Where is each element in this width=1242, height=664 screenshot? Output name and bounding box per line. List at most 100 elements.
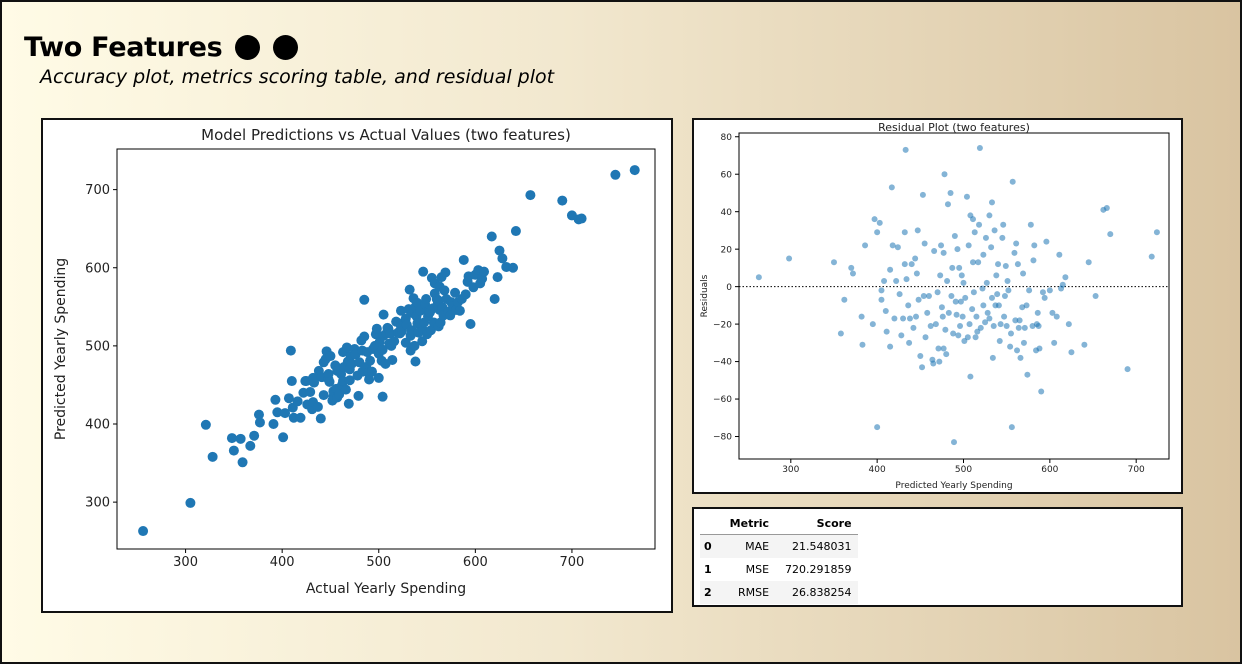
data-point [830,259,837,266]
data-point [318,390,329,401]
data-point [387,354,398,365]
data-point [353,390,364,401]
data-point [887,343,894,350]
data-point [958,272,965,279]
data-point [902,146,909,153]
data-point [235,433,246,444]
data-point [410,356,421,367]
bullet-dot-icon [273,35,299,60]
data-point [629,165,640,176]
data-point [1020,339,1027,346]
data-point [1038,388,1045,395]
metrics-table: Metric Score 0 MAE 21.548031 1 MSE 720.2… [700,513,858,604]
title-row: Two Features [24,32,299,63]
data-point [983,279,990,286]
data-point [957,298,964,305]
data-point [953,311,960,318]
data-point [1039,289,1046,296]
data-point [988,199,995,206]
data-point [1023,302,1030,309]
data-point [949,264,956,271]
data-point [344,375,355,386]
data-point [226,433,237,444]
data-point [465,319,476,329]
x-tick-label: 400 [270,555,295,570]
data-point [889,242,896,249]
data-point [1009,178,1016,185]
data-point [510,226,521,237]
data-point [938,304,945,311]
data-point [359,331,370,342]
data-point [460,289,471,300]
data-point [324,376,335,387]
y-tick-label: 80 [721,133,733,143]
data-point [969,259,976,266]
data-point [305,386,316,397]
metric-score: 21.548031 [775,534,858,558]
y-tick-label: 600 [85,261,110,276]
data-point [1030,257,1037,264]
data-point [976,221,983,228]
data-point [385,328,396,339]
data-point [1107,231,1114,238]
data-point [871,216,878,223]
table-header-index [700,513,720,535]
data-point [364,374,375,385]
data-point [874,229,881,236]
data-point [365,355,376,366]
data-point [876,219,883,226]
data-point [1011,249,1018,256]
y-tick-label: 500 [85,339,110,354]
data-point [883,328,890,335]
residual-plot-panel: Residual Plot (two features) 300 400 500 600… [692,118,1183,494]
y-tick-label: 400 [85,418,110,433]
data-point [1062,274,1069,281]
data-point [939,313,946,320]
data-point [982,234,989,241]
data-point [986,212,993,219]
data-point [1020,270,1027,277]
data-point [249,430,260,441]
data-point [935,345,942,352]
metric-name: RMSE [719,581,776,604]
data-point [425,325,436,336]
y-tick-label: 700 [85,183,110,198]
y-tick-label: −40 [713,358,732,368]
data-point [610,169,621,180]
data-point [440,267,451,278]
data-point [373,372,384,383]
data-point [913,270,920,277]
data-point [346,358,357,369]
data-point [1014,347,1021,354]
data-point [1041,294,1048,301]
data-point [973,313,980,320]
data-point [1046,287,1053,294]
data-point [905,302,912,309]
data-point [270,394,281,405]
data-point [965,242,972,249]
data-point [959,313,966,320]
data-point [915,296,922,303]
y-axis-label: Residuals [700,274,710,317]
data-point [576,213,587,224]
data-point [1092,293,1099,299]
data-point [1007,343,1014,350]
data-point [970,289,977,296]
data-point [228,445,239,456]
data-point [138,526,149,537]
data-point [1005,287,1012,294]
data-point [975,259,982,266]
page-subtitle: Accuracy plot, metrics scoring table, an… [40,66,555,88]
data-point [237,457,248,468]
data-point [1051,339,1058,346]
data-point [286,376,297,387]
metric-name: MSE [745,563,770,576]
y-tick-label: −20 [713,320,732,330]
data-point [1124,366,1131,373]
data-point [295,412,306,423]
data-point [951,439,957,446]
data-point [1027,221,1034,228]
data-point [1056,251,1063,258]
data-point [910,324,917,331]
data-point [341,342,352,353]
